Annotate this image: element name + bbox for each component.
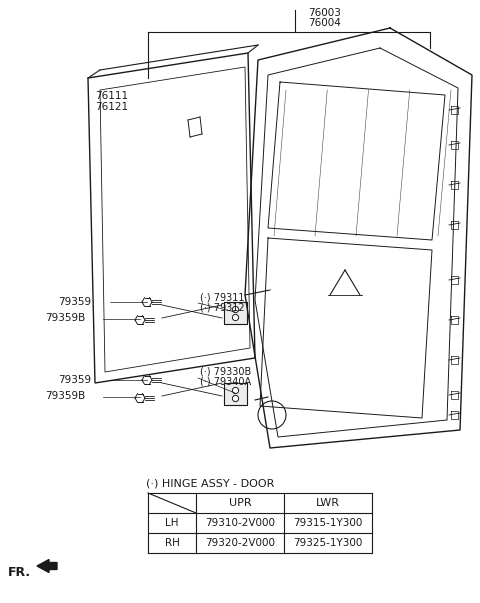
- Text: (·) HINGE ASSY - DOOR: (·) HINGE ASSY - DOOR: [146, 478, 275, 488]
- Text: UPR: UPR: [228, 498, 252, 508]
- Text: FR.: FR.: [8, 566, 31, 578]
- Text: 76003: 76003: [308, 8, 341, 18]
- Text: 79320-2V000: 79320-2V000: [205, 538, 275, 548]
- Text: RH: RH: [165, 538, 180, 548]
- Text: 79359B: 79359B: [45, 313, 85, 323]
- Text: (·) 79311: (·) 79311: [200, 293, 244, 303]
- Text: 79359B: 79359B: [45, 391, 85, 401]
- Text: 79315-1Y300: 79315-1Y300: [293, 518, 363, 528]
- Text: (·) 79312: (·) 79312: [200, 303, 245, 313]
- FancyArrow shape: [37, 560, 57, 572]
- Text: (·) 79340A: (·) 79340A: [200, 377, 251, 387]
- Text: 79359: 79359: [58, 375, 91, 385]
- Text: 76121: 76121: [95, 102, 128, 112]
- Text: 79325-1Y300: 79325-1Y300: [293, 538, 363, 548]
- Polygon shape: [224, 383, 247, 405]
- Polygon shape: [224, 302, 247, 324]
- Text: LH: LH: [165, 518, 179, 528]
- Text: 79310-2V000: 79310-2V000: [205, 518, 275, 528]
- Text: (·) 79330B: (·) 79330B: [200, 367, 251, 377]
- Text: 76004: 76004: [308, 18, 341, 28]
- Text: LWR: LWR: [316, 498, 340, 508]
- Text: 79359: 79359: [58, 297, 91, 307]
- Text: 76111: 76111: [95, 91, 128, 101]
